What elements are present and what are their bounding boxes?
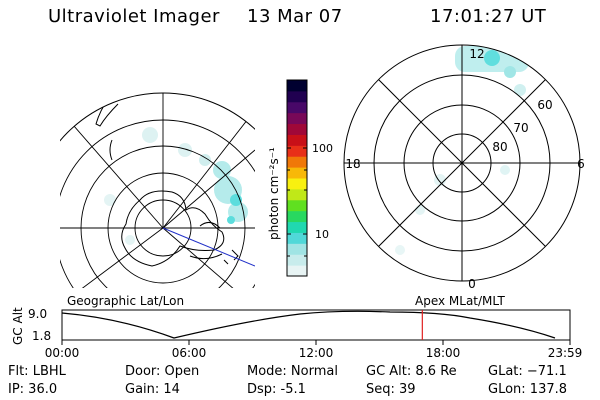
colorbar-segment [287, 90, 307, 103]
info-mode: Mode: Normal [247, 364, 338, 379]
info-gc-alt: GC Alt: 8.6 Re [366, 364, 457, 379]
mlt-label-12: 12 [469, 47, 484, 61]
colorbar-segment [287, 80, 307, 92]
timeline-ylabel: GC Alt [11, 307, 25, 345]
timeline-ytick-9: 9.0 [28, 307, 47, 321]
timeline-xtick-1200: 12:00 [299, 346, 334, 360]
colorbar-segment [287, 167, 307, 179]
mlat-label-80: 80 [492, 140, 507, 154]
colorbar-tick-10: 10 [315, 228, 329, 241]
aurora-emission-left [104, 127, 248, 245]
satellite-track [162, 227, 255, 267]
info-glat: GLat: −71.1 [488, 364, 567, 379]
colorbar-segment [287, 210, 307, 223]
colorbar-segment [287, 123, 307, 135]
info-ip: IP: 36.0 [8, 382, 58, 397]
coastline [121, 190, 225, 267]
time-label: 17:01:27 UT [430, 6, 547, 27]
timeline-ytick-1: 1.8 [32, 329, 51, 343]
mlt-label-6: 6 [577, 157, 585, 171]
aurora-emission-right [395, 46, 529, 255]
mlt-label-0: 0 [468, 277, 476, 291]
colorbar-segment [287, 112, 307, 125]
mlat-label-70: 70 [513, 121, 528, 135]
timeline-xtick-1800: 18:00 [426, 346, 461, 360]
altitude-curve [61, 310, 556, 339]
colorbar-segment [287, 101, 307, 114]
info-dsp: Dsp: -5.1 [247, 382, 306, 397]
colorbar-segment [287, 243, 307, 255]
date-label: 13 Mar 07 [247, 6, 343, 27]
colorbar-segment [287, 254, 307, 266]
info-seq: Seq: 39 [366, 382, 416, 397]
info-flt: Flt: LBHL [8, 364, 66, 379]
colorbar-segment [287, 178, 307, 190]
info-door: Door: Open [125, 364, 200, 379]
colorbar-segment [287, 145, 307, 157]
colorbar-segment [287, 188, 307, 201]
colorbar-unit: photon cm⁻²s⁻¹ [267, 147, 281, 240]
colorbar-segment [287, 134, 307, 146]
colorbar-segment [287, 232, 307, 244]
instrument-title: Ultraviolet Imager [48, 6, 220, 27]
info-gain: Gain: 14 [125, 382, 180, 397]
colorbar-segment [287, 221, 307, 233]
colorbar-segment [287, 265, 307, 277]
colorbar-segment [287, 156, 307, 168]
timeline-xtick-2359: 23:59 [548, 346, 583, 360]
colorbar-segment [287, 199, 307, 212]
info-glon: GLon: 137.8 [488, 382, 568, 397]
mlt-label-18: 18 [345, 157, 360, 171]
colorbar-tick-100: 100 [312, 142, 333, 155]
apex-label: Apex MLat/MLT [415, 294, 505, 308]
timeline-xtick-0000: 00:00 [45, 346, 80, 360]
timeline-xtick-0600: 06:00 [172, 346, 207, 360]
geographic-label: Geographic Lat/Lon [67, 294, 185, 308]
mlat-label-60: 60 [537, 98, 552, 112]
